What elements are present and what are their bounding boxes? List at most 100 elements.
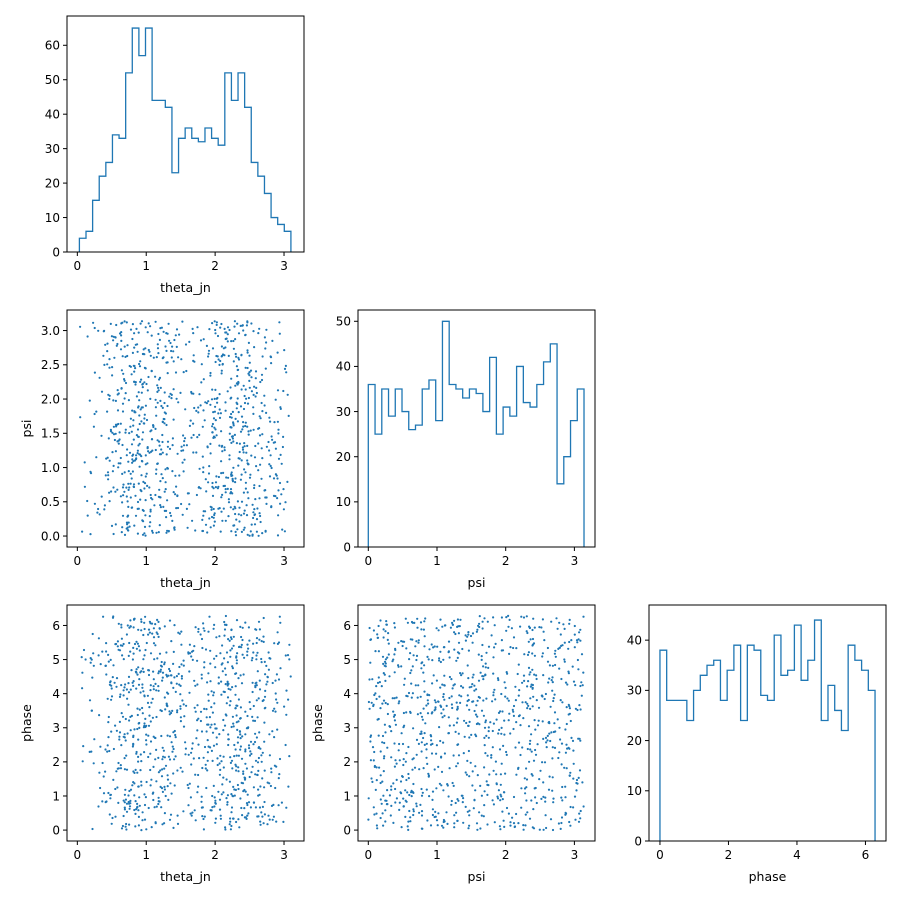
scatter-point — [231, 667, 234, 670]
scatter-point — [489, 721, 492, 724]
scatter-point — [236, 368, 239, 372]
scatter-point — [457, 632, 460, 635]
scatter-point — [391, 697, 394, 700]
scatter-point — [225, 476, 228, 479]
y-tick-label: 20 — [45, 176, 60, 190]
scatter-point — [182, 659, 185, 662]
scatter-point — [91, 827, 94, 831]
scatter-point — [460, 674, 463, 677]
scatter-point — [259, 820, 262, 823]
scatter-point — [244, 487, 247, 490]
scatter-point — [151, 697, 154, 701]
scatter-point — [484, 662, 487, 665]
scatter-point — [246, 366, 249, 370]
scatter-point — [406, 621, 409, 624]
scatter-point — [170, 792, 173, 795]
scatter-point — [86, 499, 89, 503]
scatter-point — [577, 820, 581, 823]
x-tick-label: 1 — [433, 554, 441, 568]
scatter-point — [278, 332, 281, 335]
scatter-point — [155, 356, 158, 359]
scatter-point — [118, 332, 122, 335]
scatter-point — [552, 801, 555, 804]
scatter-point — [404, 760, 407, 763]
scatter-point — [478, 622, 481, 625]
scatter-point — [128, 525, 131, 528]
scatter-point — [467, 724, 470, 728]
scatter-point — [471, 784, 474, 787]
scatter-point — [427, 772, 430, 775]
scatter-point — [492, 691, 495, 694]
scatter-point — [167, 692, 170, 695]
scatter-point — [256, 651, 259, 654]
scatter-point — [213, 512, 216, 515]
scatter-point — [110, 822, 113, 825]
scatter-point — [93, 371, 96, 374]
scatter-point — [398, 808, 401, 812]
scatter-point — [196, 683, 199, 686]
scatter-point — [126, 448, 129, 451]
scatter-point — [440, 705, 443, 709]
scatter-point — [135, 752, 138, 755]
scatter-point — [210, 690, 213, 693]
scatter-point — [157, 689, 160, 692]
scatter-point — [98, 513, 101, 516]
scatter-point — [382, 628, 385, 631]
scatter-point — [282, 820, 285, 824]
scatter-point — [143, 751, 146, 754]
scatter-point — [131, 337, 134, 341]
scatter-point — [190, 751, 193, 754]
scatter-point — [223, 446, 226, 449]
scatter-point — [386, 703, 389, 706]
scatter-point — [141, 811, 144, 814]
scatter-point — [129, 328, 133, 331]
scatter-point — [531, 652, 534, 655]
scatter-point — [434, 701, 437, 704]
scatter-point — [507, 625, 510, 628]
scatter-point — [129, 619, 132, 622]
scatter-point — [133, 808, 136, 812]
scatter-point — [445, 811, 448, 814]
scatter-point — [235, 820, 238, 824]
scatter-point — [219, 326, 222, 329]
scatter-point — [229, 386, 232, 389]
scatter-point — [79, 416, 82, 419]
scatter-point — [192, 354, 195, 357]
scatter-point — [175, 682, 178, 685]
scatter-point — [136, 500, 140, 504]
x-axis-label: phase — [749, 869, 787, 884]
scatter-point — [122, 658, 125, 661]
scatter-point — [387, 632, 390, 635]
scatter-point — [563, 658, 566, 661]
scatter-point — [164, 481, 167, 484]
scatter-point — [246, 643, 249, 646]
scatter-point — [541, 618, 545, 621]
scatter-point — [214, 802, 217, 805]
scatter-point — [460, 695, 463, 698]
scatter-point — [186, 526, 189, 529]
scatter-point — [206, 759, 209, 762]
scatter-point — [564, 751, 568, 754]
scatter-point — [223, 327, 226, 330]
scatter-point — [566, 683, 569, 686]
scatter-point — [164, 794, 167, 798]
scatter-point — [108, 397, 111, 401]
scatter-point — [416, 617, 419, 620]
scatter-point — [467, 749, 470, 753]
scatter-point — [456, 798, 459, 801]
scatter-point — [394, 759, 397, 762]
scatter-point — [109, 428, 112, 431]
scatter-point — [170, 681, 173, 684]
scatter-point — [84, 658, 87, 661]
scatter-point — [206, 739, 209, 742]
scatter-point — [540, 797, 543, 801]
scatter-point — [230, 340, 233, 343]
scatter-point — [500, 616, 503, 619]
scatter-point — [115, 344, 118, 347]
scatter-point — [523, 777, 526, 780]
scatter-point — [185, 444, 188, 447]
scatter-point — [557, 756, 560, 760]
scatter-point — [157, 756, 160, 760]
scatter-point — [260, 760, 263, 763]
scatter-point — [145, 418, 149, 422]
